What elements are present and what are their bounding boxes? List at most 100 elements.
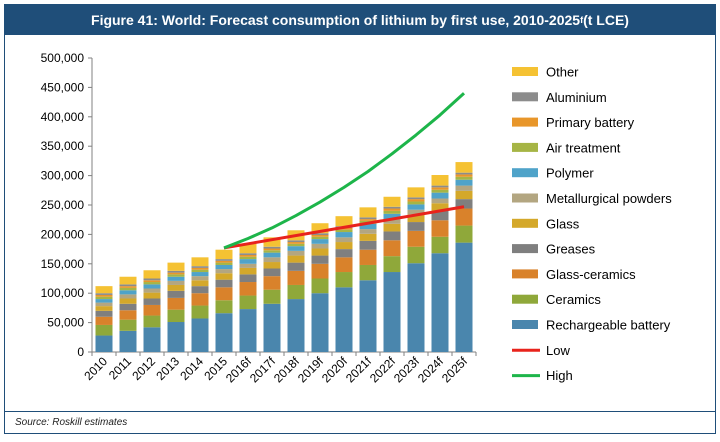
bar-segment xyxy=(407,199,425,202)
x-tick-label: 2022f xyxy=(367,354,399,386)
bar-segment xyxy=(407,214,425,223)
bar-segment xyxy=(407,187,425,198)
bar-segment xyxy=(263,303,281,352)
y-tick-label: 400,000 xyxy=(41,110,85,124)
bar-segment xyxy=(215,264,233,270)
bar-segment xyxy=(407,201,425,205)
bar-segment xyxy=(455,208,473,226)
source-text: Source: Roskill estimates xyxy=(15,417,128,428)
bar-segment xyxy=(359,217,377,220)
bar-segment xyxy=(407,209,425,215)
bar-segment xyxy=(335,287,353,352)
y-tick-label: 300,000 xyxy=(41,169,85,183)
bar-segment xyxy=(335,237,353,243)
bar-segment xyxy=(311,236,329,240)
bar-segment xyxy=(383,231,401,241)
bar-segment xyxy=(287,255,305,263)
bar-segment xyxy=(143,270,161,279)
bar-segment xyxy=(335,232,353,238)
bar-segment xyxy=(191,276,209,281)
x-tick-label: 2013 xyxy=(153,354,182,383)
bar-segment xyxy=(455,225,473,243)
bar-segment xyxy=(119,290,137,295)
bar-segment xyxy=(191,266,209,268)
bar-segment xyxy=(287,262,305,271)
bar-segment xyxy=(383,210,401,214)
legend-label: Polymer xyxy=(546,166,594,181)
bar-segment xyxy=(239,256,257,260)
bar-segment xyxy=(431,189,449,193)
bar-segment xyxy=(287,250,305,256)
bar-segment xyxy=(335,257,353,273)
x-tick-label: 2020f xyxy=(319,354,351,386)
bar-segment xyxy=(95,316,113,325)
legend-label: Glass-ceramics xyxy=(546,267,636,282)
bar-segment xyxy=(407,230,425,247)
bar-segment xyxy=(431,185,449,188)
bar-segment xyxy=(383,223,401,232)
bar-segment xyxy=(239,259,257,264)
bar-segment xyxy=(287,246,305,251)
bar-segment xyxy=(455,174,473,177)
bar-segment xyxy=(143,304,161,316)
x-tick-label: 2011 xyxy=(106,354,134,382)
x-tick-label: 2024f xyxy=(415,354,447,386)
bar-segment xyxy=(407,222,425,231)
bar-segment xyxy=(431,210,449,221)
legend-swatch xyxy=(512,193,538,203)
bar-segment xyxy=(263,268,281,277)
bar-segment xyxy=(215,262,233,265)
bar-segment xyxy=(215,287,233,301)
y-tick-label: 100,000 xyxy=(41,286,85,300)
bar-segment xyxy=(191,267,209,270)
bar-segment xyxy=(215,279,233,288)
bar-segment xyxy=(455,190,473,200)
bar-segment xyxy=(311,233,329,235)
bar-segment xyxy=(359,229,377,234)
bar-segment xyxy=(95,299,113,303)
y-tick-label: 350,000 xyxy=(41,139,85,153)
bar-segment xyxy=(119,319,137,331)
bar-segment xyxy=(287,270,305,285)
bar-segment xyxy=(215,259,233,261)
y-tick-label: 0 xyxy=(77,345,84,359)
bar-segment xyxy=(95,310,113,317)
legend-label: Metallurgical powders xyxy=(546,191,672,206)
bar-segment xyxy=(239,263,257,268)
bar-segment xyxy=(95,296,113,300)
bar-segment xyxy=(359,240,377,250)
legend-label: Low xyxy=(546,343,570,358)
bar-segment xyxy=(119,284,137,287)
bar-segment xyxy=(431,175,449,186)
bar-segment xyxy=(311,239,329,244)
series-line-high xyxy=(223,92,466,250)
bar-segment xyxy=(143,288,161,293)
bar-segment xyxy=(167,276,185,281)
figure-title-bar: Figure 41: World: Forecast consumption o… xyxy=(5,5,715,35)
bar-segment xyxy=(215,269,233,274)
bar-segment xyxy=(239,254,257,257)
bar-segment xyxy=(215,273,233,280)
bar-segment xyxy=(167,284,185,291)
bar-segment xyxy=(311,223,329,234)
bar-segment xyxy=(167,270,185,273)
bar-segment xyxy=(119,287,137,291)
bar-segment xyxy=(263,250,281,253)
bar-segment xyxy=(263,248,281,251)
y-tick-label: 250,000 xyxy=(41,198,85,212)
bar-segment xyxy=(431,236,449,254)
bar-segment xyxy=(119,298,137,304)
bar-segment xyxy=(311,263,329,279)
bar-segment xyxy=(143,292,161,299)
bar-segment xyxy=(383,208,401,211)
x-tick-label: 2010 xyxy=(81,354,110,383)
bar-segment xyxy=(383,240,401,257)
bar-segment xyxy=(287,243,305,247)
bar-segment xyxy=(95,294,113,297)
legend-swatch xyxy=(512,168,538,178)
legend-swatch xyxy=(512,244,538,254)
legend-swatch xyxy=(512,320,538,329)
bar-segment xyxy=(383,256,401,273)
bar-segment xyxy=(455,162,473,173)
bar-segment xyxy=(215,249,233,260)
